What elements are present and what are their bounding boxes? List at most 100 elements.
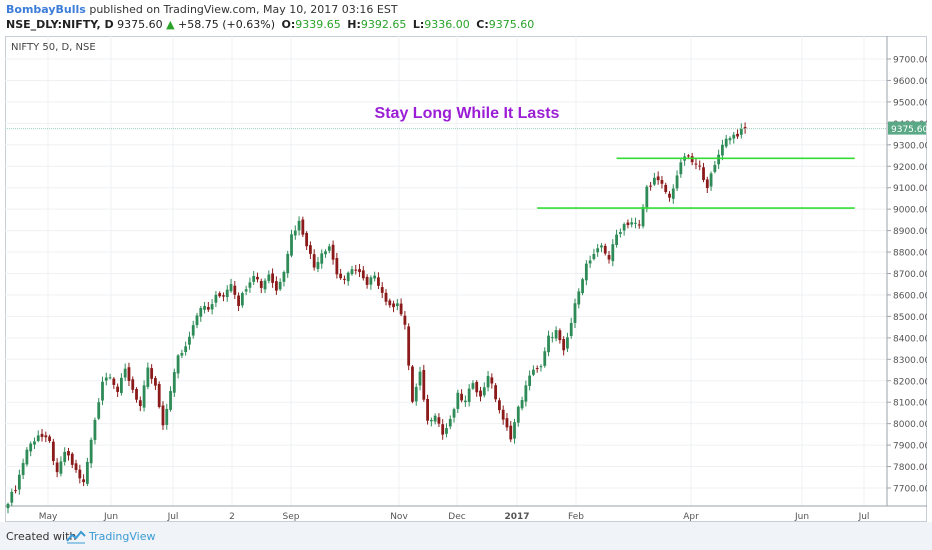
candle-body <box>203 305 206 310</box>
candle-body <box>169 391 172 410</box>
chart-annotation: Stay Long While It Lasts <box>375 105 560 122</box>
candle-body <box>539 366 543 368</box>
open-value: 9339.65 <box>295 18 341 31</box>
candle-body <box>120 377 123 393</box>
candle-body <box>732 134 736 139</box>
candle-body <box>467 388 471 402</box>
candle-body <box>377 277 380 286</box>
y-tick-label: 8300.00 <box>893 356 927 366</box>
candle-body <box>278 281 282 290</box>
candle-body <box>104 377 108 381</box>
candle-body <box>486 376 490 388</box>
author-link[interactable]: BombayBulls <box>6 3 86 16</box>
candle-body <box>309 245 312 254</box>
candle-body <box>89 439 93 464</box>
x-tick-label: Feb <box>568 512 584 522</box>
candle-body <box>44 435 48 438</box>
candle-body <box>85 461 89 484</box>
candle-body <box>558 330 562 341</box>
candle-body <box>290 234 293 256</box>
candle-body <box>146 367 150 387</box>
y-tick-label: 8700.00 <box>893 270 927 280</box>
y-tick-label: 8400.00 <box>893 334 927 344</box>
candle-body <box>350 269 354 275</box>
candle-body <box>320 253 324 264</box>
candle-body <box>97 402 101 419</box>
candle-body <box>188 336 191 345</box>
candle-body <box>505 418 509 428</box>
candle-body <box>584 263 588 281</box>
last-price: 9375.60 <box>117 18 163 31</box>
candle-body <box>532 369 535 375</box>
candle-body <box>611 244 615 262</box>
y-tick-label: 9100.00 <box>893 184 927 194</box>
candle-body <box>361 270 365 279</box>
candle-body <box>78 469 82 479</box>
candle-body <box>547 335 550 353</box>
publish-info: BombayBulls published on TradingView.com… <box>6 3 398 16</box>
candle-body <box>180 353 184 356</box>
candle-body <box>418 371 422 386</box>
candle-body <box>225 289 229 298</box>
candle-body <box>694 163 698 165</box>
candle-body <box>509 425 513 440</box>
candle-body <box>437 417 441 424</box>
y-tick-label: 8200.00 <box>893 377 927 387</box>
candle-body <box>259 281 263 288</box>
candle-body <box>649 185 652 187</box>
candle-body <box>138 400 142 407</box>
y-tick-label: 9500.00 <box>893 98 927 108</box>
candle-body <box>33 441 36 445</box>
x-tick-label: 2 <box>229 512 235 522</box>
candle-body <box>142 385 146 408</box>
candle-body <box>622 224 626 231</box>
candle-body <box>652 177 656 185</box>
candle-body <box>528 375 532 386</box>
x-tick-label: Jul <box>858 512 870 522</box>
candle-body <box>603 245 607 254</box>
y-tick-label: 8000.00 <box>893 420 927 430</box>
y-tick-label: 8100.00 <box>893 399 927 409</box>
tradingview-logo-icon[interactable] <box>66 530 86 544</box>
last-price-badge <box>888 121 926 135</box>
candle-body <box>713 164 717 172</box>
y-tick-label: 8800.00 <box>893 249 927 259</box>
candle-body <box>596 248 600 253</box>
candle-body <box>165 408 169 425</box>
candle-body <box>331 244 335 260</box>
candle-body <box>274 281 278 291</box>
candle-body <box>233 285 237 295</box>
candle-body <box>282 272 286 282</box>
candle-body <box>210 304 214 310</box>
candle-body <box>618 232 622 234</box>
candle-body <box>498 400 501 411</box>
candle-body <box>10 491 14 503</box>
candle-body <box>543 351 547 366</box>
candle-body <box>184 346 188 353</box>
candle-body <box>123 368 127 378</box>
tradingview-brand-link[interactable]: TradingView <box>89 530 156 543</box>
candle-body <box>346 272 350 282</box>
price-chart[interactable]: 9700.009600.009500.009400.009300.009200.… <box>5 36 927 522</box>
y-tick-label: 7800.00 <box>893 463 927 473</box>
published-text: published on TradingView.com, May 10, 20… <box>85 3 398 16</box>
chart-frame <box>5 36 927 522</box>
ohlc-info: NSE_DLY:NIFTY, D 9375.60 ▲ +58.75 (+0.63… <box>6 18 534 31</box>
candle-body <box>600 245 603 248</box>
candle-body <box>286 253 290 274</box>
candle-body <box>74 463 78 470</box>
candle-body <box>195 315 199 326</box>
candle-body <box>267 274 271 281</box>
candle-body <box>407 326 411 366</box>
candle-body <box>59 461 63 474</box>
candle-body <box>687 155 690 157</box>
candle-body <box>411 366 414 402</box>
candle-body <box>214 294 218 303</box>
candle-body <box>206 307 210 310</box>
x-tick-label: Dec <box>448 512 465 522</box>
candle-body <box>724 138 728 147</box>
candle-body <box>490 377 494 384</box>
candle-body <box>244 289 248 292</box>
candle-body <box>460 393 463 401</box>
low-value: 9336.00 <box>424 18 470 31</box>
